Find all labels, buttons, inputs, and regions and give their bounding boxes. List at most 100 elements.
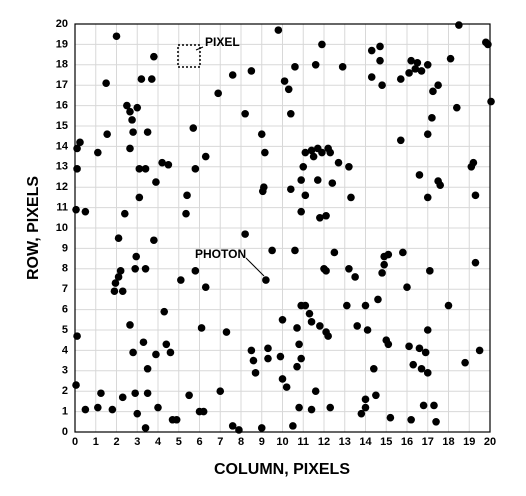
photon-point	[307, 146, 316, 155]
photon-point	[326, 403, 335, 412]
photon-point	[455, 21, 463, 29]
photon-point	[471, 258, 480, 267]
photon-point	[453, 103, 461, 112]
photon-point	[177, 276, 185, 284]
photon-point	[423, 61, 432, 69]
photon-point	[311, 387, 320, 396]
photon-point	[72, 381, 80, 389]
y-tick-label: 20	[56, 18, 68, 30]
photon-point	[487, 97, 495, 106]
x-tick-label: 14	[359, 436, 372, 448]
photon-point	[160, 307, 169, 316]
y-tick-label: 0	[62, 426, 68, 438]
photon-point	[426, 267, 434, 275]
photon-point	[182, 209, 190, 218]
photon-point	[264, 344, 272, 353]
x-tick-label: 11	[297, 436, 309, 448]
photon-point	[278, 375, 287, 383]
photon-point	[295, 340, 303, 349]
photon-point	[351, 273, 359, 281]
y-tick-label: 9	[62, 242, 68, 254]
photon-point	[405, 69, 413, 77]
photon-point	[407, 56, 415, 65]
photon-point	[423, 193, 432, 202]
photon-point	[378, 81, 386, 89]
photon-point	[241, 230, 249, 238]
photon-point	[384, 340, 393, 349]
photon-point	[289, 422, 297, 430]
photon-point	[469, 158, 478, 167]
photon-point	[126, 144, 134, 153]
y-tick-label: 12	[56, 181, 68, 193]
photon-point	[201, 283, 210, 291]
photon-point	[287, 109, 295, 118]
photon-point	[322, 267, 330, 275]
photon-point	[222, 328, 231, 336]
photon-point	[295, 403, 303, 412]
photon-point	[261, 148, 269, 157]
photon-point	[249, 356, 258, 365]
photon-point	[126, 107, 134, 116]
photon-point	[102, 79, 110, 87]
photon-point	[257, 130, 266, 138]
x-tick-label: 3	[134, 436, 140, 448]
photon-point	[114, 273, 123, 281]
photon-point	[135, 165, 144, 173]
photon-point	[126, 321, 134, 329]
photon-point	[131, 265, 139, 273]
photon-point	[309, 152, 318, 161]
photon-point	[444, 301, 453, 310]
photon-point	[141, 424, 150, 432]
photon-point	[316, 322, 324, 330]
photon-point	[287, 185, 295, 194]
photon-point	[374, 295, 382, 304]
photon-point	[276, 352, 285, 361]
photon-point	[129, 348, 137, 357]
photon-point	[293, 324, 301, 332]
photon-point	[345, 265, 353, 273]
photon-point	[235, 426, 243, 434]
photon-point	[361, 403, 370, 412]
photon-point	[257, 424, 266, 432]
x-tick-label: 1	[93, 436, 99, 448]
photon-point	[407, 415, 415, 424]
y-tick-label: 15	[56, 120, 68, 132]
photon-point	[158, 158, 166, 167]
x-tick-label: 15	[380, 436, 392, 448]
photon-point	[141, 265, 150, 273]
photon-point	[417, 67, 426, 75]
photon-point	[154, 403, 162, 412]
photon-point	[461, 358, 469, 367]
y-tick-label: 17	[56, 79, 68, 91]
photon-point	[347, 193, 355, 202]
photon-point	[297, 354, 305, 363]
photon-point	[429, 87, 437, 96]
photon-point	[330, 248, 339, 257]
photon-point	[150, 236, 158, 245]
photon-point	[150, 52, 158, 61]
y-tick-label: 19	[56, 38, 68, 50]
y-tick-label: 4	[62, 344, 69, 356]
pixel-box	[177, 44, 201, 68]
photon-point	[129, 128, 137, 136]
photon-point	[415, 171, 424, 179]
photon-point	[326, 148, 335, 157]
photon-point	[72, 205, 80, 214]
y-tick-label: 6	[62, 304, 68, 316]
x-tick-label: 16	[401, 436, 413, 448]
y-tick-label: 14	[56, 140, 69, 152]
photon-point	[103, 130, 111, 138]
photon-point	[338, 63, 347, 71]
photon-pointer	[245, 257, 265, 277]
photon-point	[316, 214, 324, 222]
y-tick-label: 7	[62, 283, 68, 295]
y-tick-label: 11	[56, 202, 68, 214]
photon-point	[357, 409, 366, 418]
photon-point	[471, 191, 480, 200]
photon-point	[297, 176, 305, 184]
photon-point	[367, 73, 376, 81]
x-tick-label: 12	[318, 436, 330, 448]
photon-point	[264, 354, 272, 363]
plot-frame	[74, 23, 491, 433]
